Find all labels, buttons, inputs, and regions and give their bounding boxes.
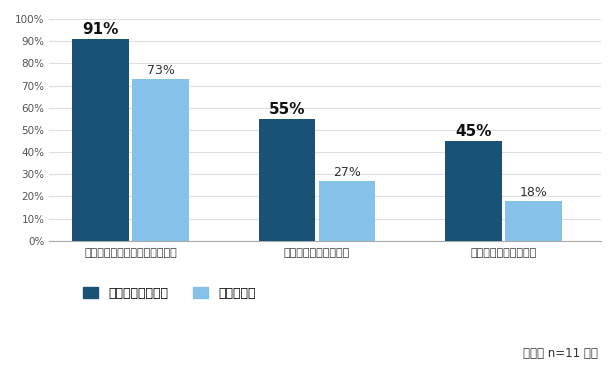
Bar	[505, 201, 562, 241]
Text: 73%: 73%	[147, 64, 174, 77]
Text: 55%: 55%	[269, 102, 306, 116]
Text: 27%: 27%	[333, 166, 361, 179]
Bar	[132, 79, 189, 241]
Text: 45%: 45%	[455, 124, 492, 139]
Legend: タイパマットレス, 従来の寝具: タイパマットレス, 従来の寝具	[83, 287, 256, 300]
Bar	[445, 141, 502, 241]
Bar	[72, 39, 129, 241]
Text: （各郡 n=11 名）: （各郡 n=11 名）	[522, 347, 598, 360]
Text: 18%: 18%	[520, 186, 548, 198]
Bar	[259, 119, 315, 241]
Text: 91%: 91%	[83, 22, 119, 37]
Bar	[318, 181, 376, 241]
